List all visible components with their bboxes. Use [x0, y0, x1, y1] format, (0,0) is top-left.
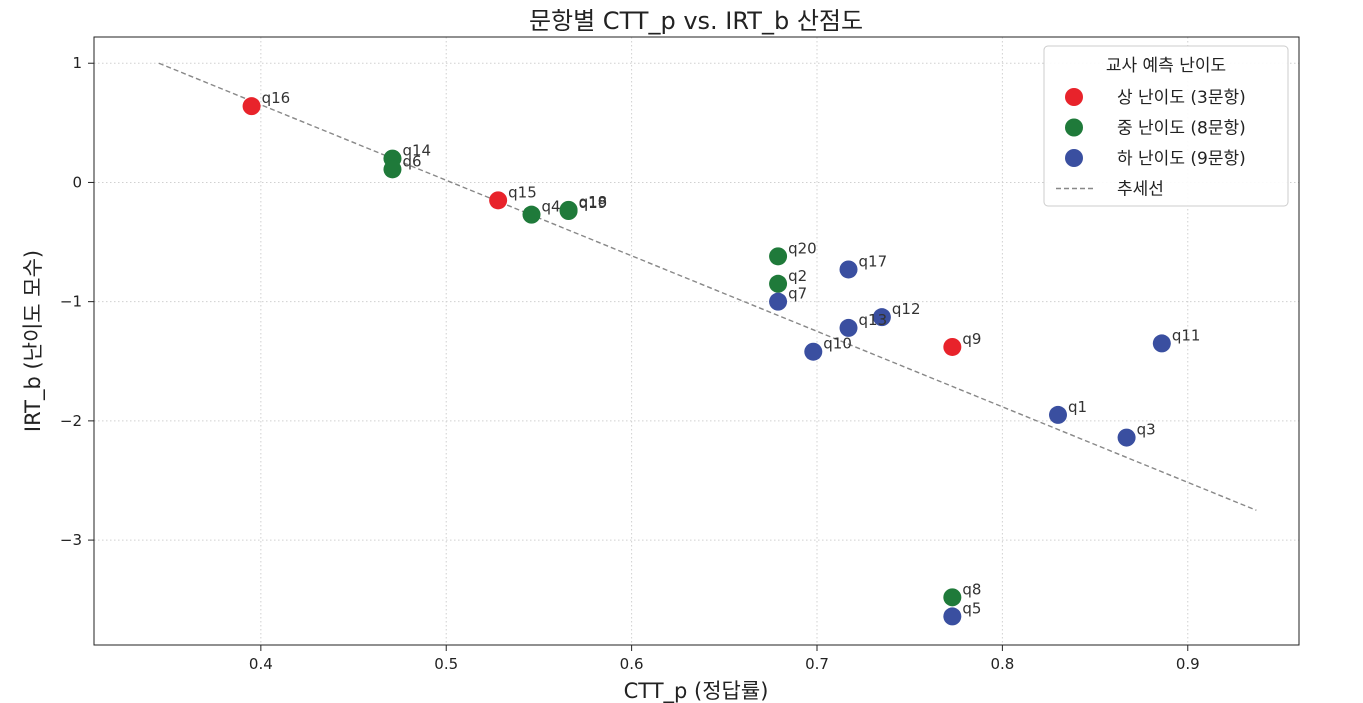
point-label-q9: q9: [962, 330, 981, 348]
point-label-q7: q7: [788, 285, 807, 303]
y-tick-label: −3: [60, 531, 82, 549]
data-point-q9: [943, 337, 962, 356]
x-tick-label: 0.9: [1176, 655, 1200, 673]
data-point-q19: [559, 202, 578, 221]
data-point-q4: [522, 205, 541, 224]
x-tick-label: 0.6: [620, 655, 644, 673]
data-point-q13: [839, 318, 858, 337]
point-label-q6: q6: [402, 152, 421, 170]
point-label-q17: q17: [859, 252, 888, 270]
x-tick-label: 0.7: [805, 655, 829, 673]
point-label-q5: q5: [962, 599, 981, 617]
data-point-q20: [769, 247, 788, 266]
legend-entry-label: 추세선: [1117, 180, 1164, 200]
data-point-q12: [872, 308, 891, 327]
point-label-q12: q12: [892, 300, 921, 318]
points-layer: [242, 97, 1171, 626]
y-tick-label: −1: [60, 293, 82, 311]
y-tick-label: 0: [72, 173, 82, 191]
point-label-q3: q3: [1137, 421, 1156, 439]
x-tick-label: 0.5: [434, 655, 458, 673]
data-point-q2: [769, 274, 788, 293]
y-tick-label: −2: [60, 412, 82, 430]
point-label-q1: q1: [1068, 398, 1087, 416]
data-point-q3: [1117, 428, 1136, 447]
point-label-q10: q10: [823, 335, 852, 353]
point-label-q13: q13: [859, 311, 888, 329]
legend-entry-label: 중 난이도 (8문항): [1117, 119, 1246, 139]
y-axis-label: IRT_b (난이도 모수): [21, 250, 46, 432]
legend-items: 상 난이도 (3문항) 중 난이도 (8문항) 하 난이도 (9문항) 추세선: [1056, 88, 1246, 200]
chart-title: 문항별 CTT_p vs. IRT_b 산점도: [529, 7, 863, 35]
trendline-layer: [158, 62, 1257, 511]
x-tick-label: 0.8: [990, 655, 1014, 673]
point-label-q16: q16: [262, 89, 291, 107]
point-label-q2: q2: [788, 267, 807, 285]
x-axis-label: CTT_p (정답률): [624, 679, 769, 703]
data-point-q11: [1152, 334, 1171, 353]
point-label-q15: q15: [508, 183, 537, 201]
legend-marker: [1065, 118, 1083, 137]
point-label-q18: q18: [579, 193, 608, 211]
legend-entry-label: 하 난이도 (9문항): [1117, 149, 1246, 169]
data-point-q5: [943, 607, 962, 626]
point-label-q14: q14: [402, 142, 431, 160]
axis-ticks: 0.4 0.5 0.6 0.7 0.8 0.9 1 0 −1 −2 −3: [60, 54, 1200, 673]
point-label-q19: q19: [579, 194, 608, 212]
legend: 교사 예측 난이도 상 난이도 (3문항) 중 난이도 (8문항) 하 난이도 (9…: [1043, 45, 1289, 207]
legend-marker: [1065, 149, 1083, 167]
x-tick-label: 0.4: [249, 655, 273, 673]
data-point-q1: [1049, 405, 1067, 424]
data-point-q10: [804, 342, 823, 361]
data-point-q7: [769, 292, 788, 311]
data-point-q17: [839, 260, 858, 279]
legend-marker: [1065, 88, 1083, 106]
data-point-q8: [943, 588, 962, 607]
point-label-q11: q11: [1172, 326, 1201, 344]
data-point-q15: [489, 191, 508, 210]
legend-entry-label: 상 난이도 (3문항): [1117, 88, 1246, 108]
point-label-q20: q20: [788, 239, 817, 257]
data-point-q16: [242, 97, 261, 116]
trendline: [158, 62, 1257, 511]
point-label-q8: q8: [962, 580, 981, 598]
legend-box: [1043, 45, 1289, 207]
point-label-q4: q4: [542, 198, 561, 216]
legend-title: 교사 예측 난이도: [1106, 56, 1226, 76]
plot-area: [93, 36, 1300, 646]
data-point-q6: [383, 160, 402, 179]
y-tick-label: 1: [72, 54, 82, 72]
